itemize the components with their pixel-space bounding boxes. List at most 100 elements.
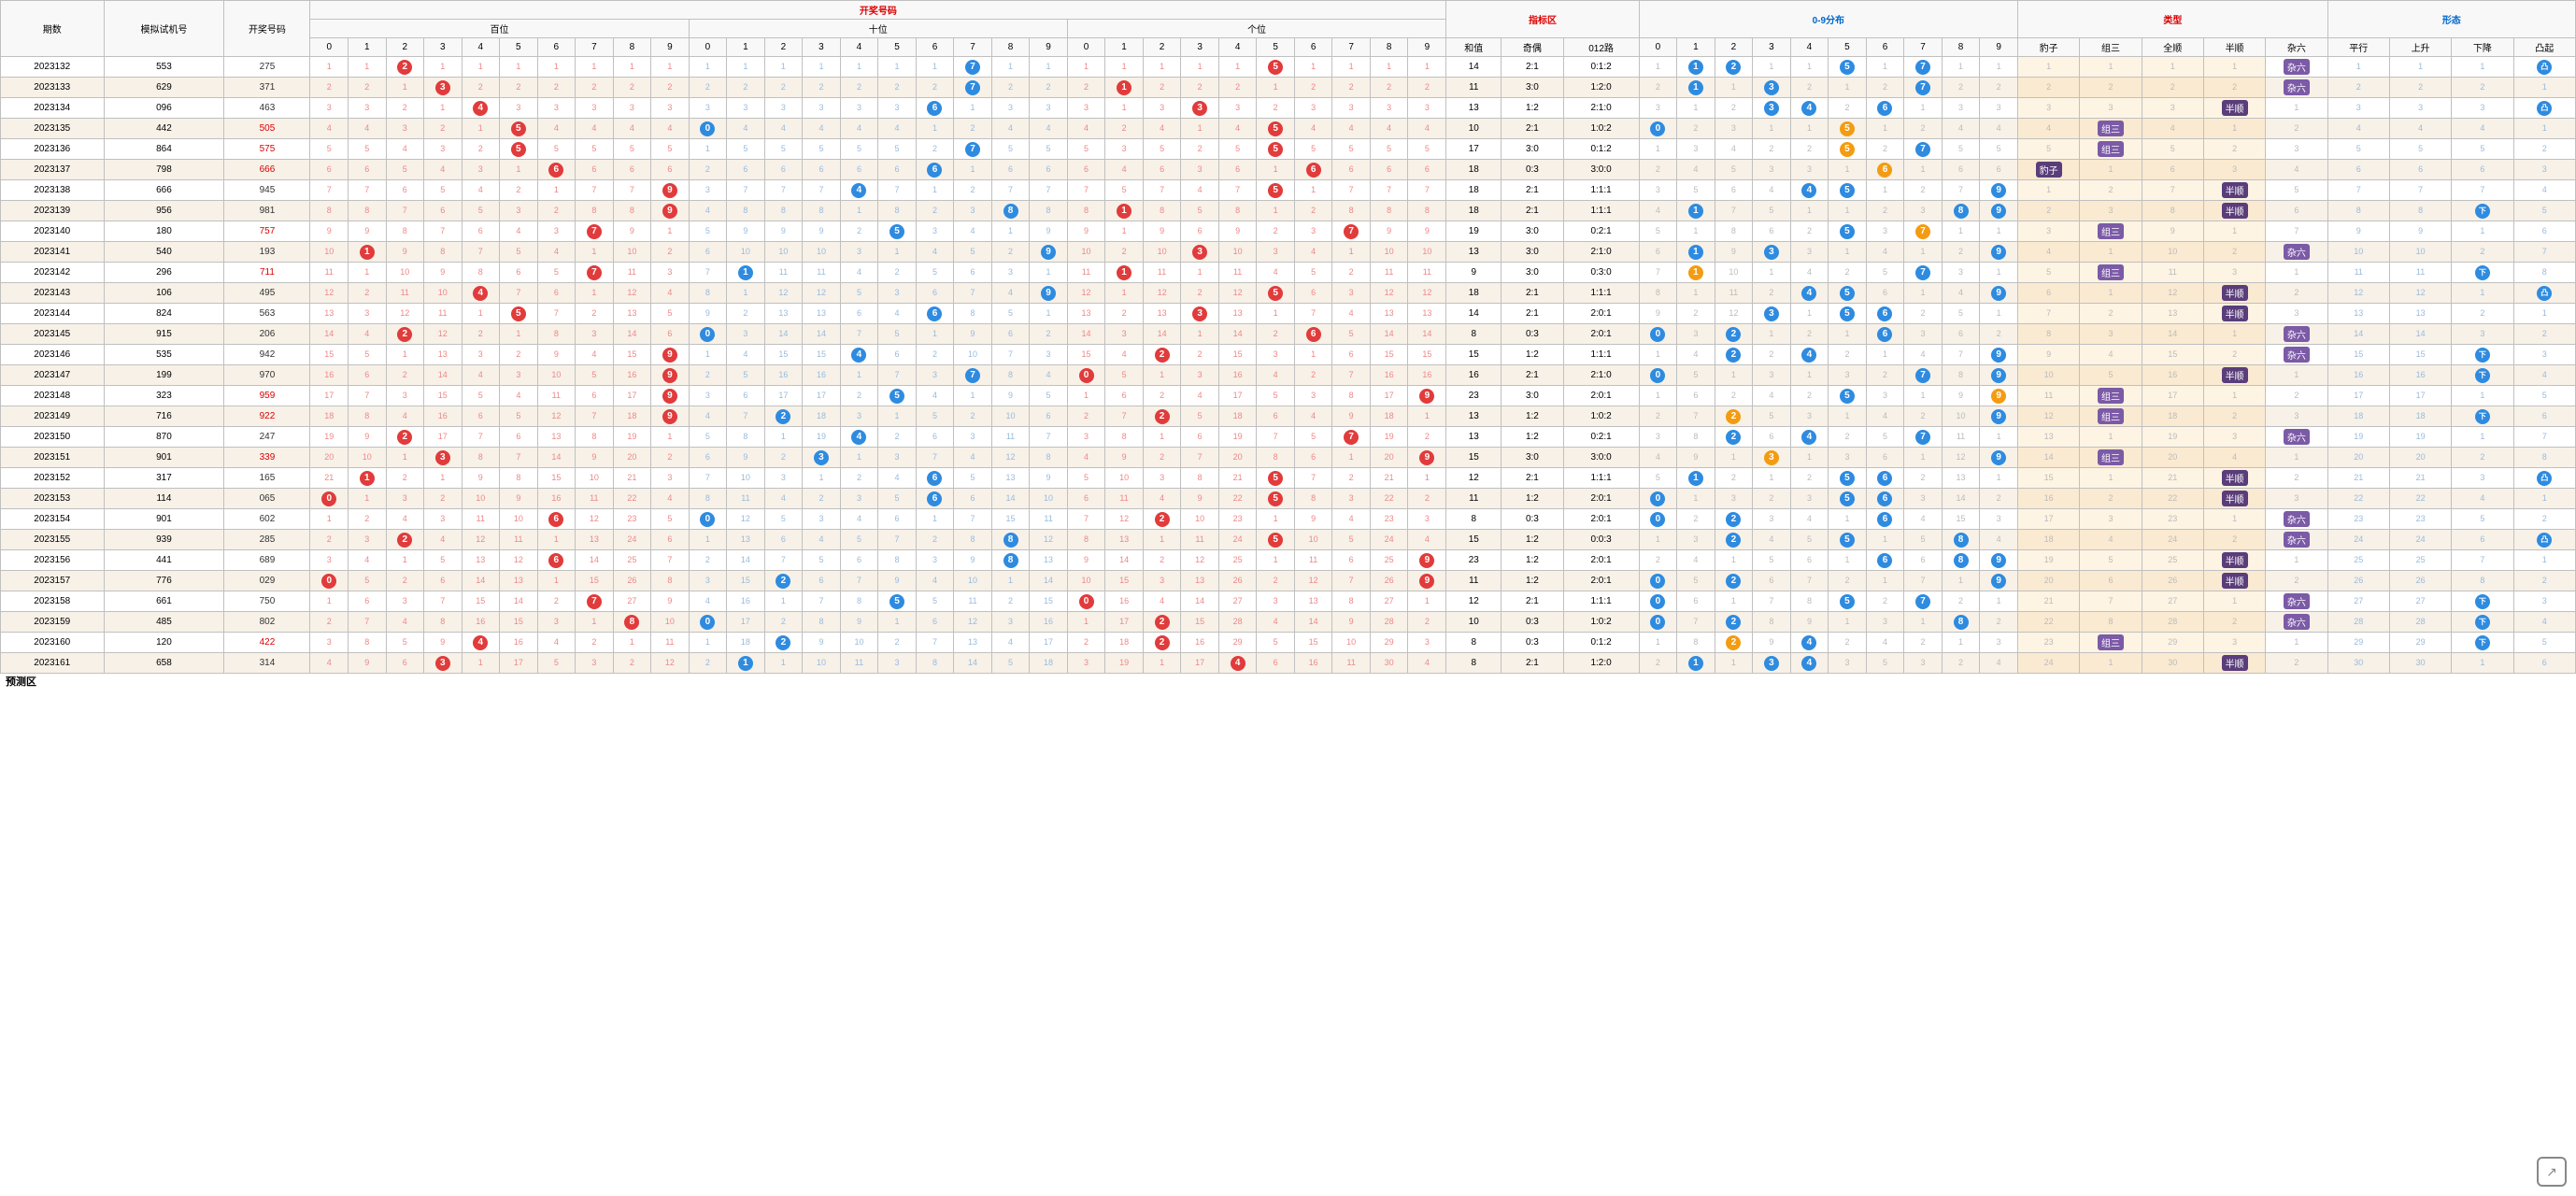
- digit-cell: 9: [651, 180, 690, 201]
- digit-cell: 6: [840, 304, 878, 324]
- data-row: 2023154901602124311106122350125346171511…: [1, 509, 2576, 530]
- dist-cell: 1: [1790, 57, 1829, 78]
- type-cell: 豹子: [2018, 160, 2080, 180]
- he-cell: 14: [1446, 304, 1501, 324]
- draw-cell: 575: [224, 139, 310, 160]
- dist-cell: 1: [1942, 57, 1980, 78]
- digit-cell: 2: [727, 78, 765, 98]
- digit-cell: 7: [1332, 180, 1371, 201]
- digit-cell: 3: [537, 98, 576, 119]
- shape-cell: 12: [2327, 283, 2389, 304]
- digit-cell: 5: [1257, 283, 1295, 304]
- dist-cell: 5: [1829, 386, 1867, 406]
- he-cell: 18: [1446, 180, 1501, 201]
- digit-cell: 4: [386, 406, 424, 427]
- digit-cell: 6: [764, 160, 803, 180]
- digit-cell: 6: [462, 221, 500, 242]
- digit-cell: 6: [803, 571, 841, 591]
- digit-cell: 1: [840, 365, 878, 386]
- dist-cell: 3: [1753, 448, 1791, 468]
- dist-cell: 11: [1715, 283, 1753, 304]
- digit-cell: 1: [1181, 263, 1219, 283]
- digit-cell: 5: [500, 119, 538, 139]
- digit-cell: 8: [916, 653, 954, 674]
- dist-cell: 5: [1829, 304, 1867, 324]
- sim-cell: 096: [104, 98, 224, 119]
- type-cell: 23: [2142, 509, 2203, 530]
- digit-cell: 2: [1105, 242, 1144, 263]
- type-cell: 半顺: [2203, 489, 2265, 509]
- data-row: 2023140180757998764379159992534199196923…: [1, 221, 2576, 242]
- digit-cell: 2: [500, 345, 538, 365]
- shape-cell: 18: [2389, 406, 2451, 427]
- digit-cell: 1: [537, 180, 576, 201]
- dist-cell: 5: [1639, 468, 1677, 489]
- digit-cell: 4: [1143, 489, 1181, 509]
- digit-cell: 4: [689, 591, 727, 612]
- digit-cell: 2: [878, 633, 917, 653]
- digit-cell: 5: [1257, 139, 1295, 160]
- digit-cell: 9: [651, 591, 690, 612]
- col-digit: 5: [878, 38, 917, 57]
- dist-cell: 2: [1715, 345, 1753, 365]
- digit-cell: 1: [576, 242, 614, 263]
- digit-cell: 1: [462, 304, 500, 324]
- digit-cell: 2: [1332, 78, 1371, 98]
- dist-cell: 3: [1829, 365, 1867, 386]
- digit-cell: 4: [576, 345, 614, 365]
- shape-cell: 5: [2452, 139, 2513, 160]
- digit-cell: 17: [1370, 386, 1408, 406]
- digit-cell: 9: [1408, 550, 1446, 571]
- digit-cell: 1: [386, 78, 424, 98]
- digit-cell: 13: [462, 550, 500, 571]
- shape-cell: 16: [2327, 365, 2389, 386]
- dist-cell: 6: [1866, 448, 1904, 468]
- digit-cell: 8: [803, 612, 841, 633]
- digit-cell: 26: [613, 571, 651, 591]
- type-cell: 11: [2018, 386, 2080, 406]
- digit-cell: 4: [462, 365, 500, 386]
- digit-cell: 2: [1181, 139, 1219, 160]
- shape-cell: 4: [2452, 489, 2513, 509]
- r012-cell: 1:1:1: [1563, 468, 1639, 489]
- digit-cell: 7: [462, 427, 500, 448]
- digit-cell: 8: [1067, 201, 1105, 221]
- digit-cell: 3: [500, 98, 538, 119]
- dist-cell: 2: [1866, 139, 1904, 160]
- shape-cell: 5: [2452, 509, 2513, 530]
- dist-cell: 5: [1866, 427, 1904, 448]
- digit-cell: 3: [803, 509, 841, 530]
- col-hundred: 百位: [310, 20, 689, 38]
- type-cell: 4: [2203, 448, 2265, 468]
- digit-cell: 9: [537, 345, 576, 365]
- digit-cell: 14: [613, 324, 651, 345]
- digit-cell: 10: [1332, 633, 1371, 653]
- digit-cell: 7: [1105, 406, 1144, 427]
- digit-cell: 6: [916, 160, 954, 180]
- dist-cell: 1: [1866, 180, 1904, 201]
- dist-cell: 2: [1980, 324, 2018, 345]
- col-digit: 8: [613, 38, 651, 57]
- data-row: 2023157776029052614131152683152679410114…: [1, 571, 2576, 591]
- type-cell: 1: [2018, 180, 2080, 201]
- digit-cell: 2: [840, 221, 878, 242]
- digit-cell: 3: [310, 550, 349, 571]
- dist-cell: 1: [1866, 571, 1904, 591]
- digit-cell: 10: [803, 653, 841, 674]
- dist-cell: 2: [1715, 57, 1753, 78]
- dist-cell: 1: [1715, 365, 1753, 386]
- dist-cell: 4: [1677, 345, 1715, 365]
- digit-cell: 4: [462, 98, 500, 119]
- type-cell: 8: [2018, 324, 2080, 345]
- shape-cell: 3: [2513, 160, 2575, 180]
- dist-cell: 2: [1790, 386, 1829, 406]
- sim-cell: 658: [104, 653, 224, 674]
- digit-cell: 3: [1294, 386, 1332, 406]
- shape-cell: 13: [2389, 304, 2451, 324]
- dist-cell: 6: [1866, 468, 1904, 489]
- shape-cell: 7: [2513, 427, 2575, 448]
- digit-cell: 1: [576, 57, 614, 78]
- shape-cell: 凸: [2513, 57, 2575, 78]
- digit-cell: 11: [1143, 263, 1181, 283]
- r012-cell: 0:1:2: [1563, 139, 1639, 160]
